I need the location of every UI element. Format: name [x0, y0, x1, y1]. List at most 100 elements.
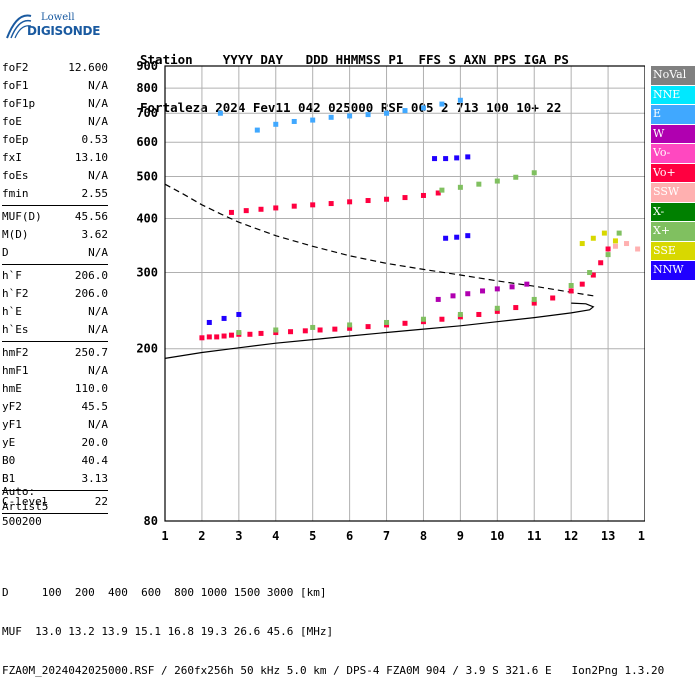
echo-point	[273, 327, 279, 333]
echo-point	[454, 155, 460, 161]
digisonde-logo: Lowell DIGISONDE	[3, 8, 100, 48]
param-label: yF2	[2, 400, 22, 413]
echo-point	[365, 324, 371, 330]
echo-point	[288, 329, 294, 335]
echo-point	[439, 187, 445, 193]
echo-point	[291, 118, 297, 124]
param-label: h`Es	[2, 323, 29, 336]
echo-point	[435, 296, 441, 302]
param-label: fxI	[2, 151, 22, 164]
param-row: hmF1 N/A	[2, 362, 108, 380]
echo-point	[328, 201, 334, 207]
echo-point	[310, 202, 316, 208]
echo-point	[291, 203, 297, 209]
autoscaling-info: Auto: Artist5 500200	[2, 484, 48, 529]
header-labels-line: Station YYYY DAY DDD HHMMSS P1 FFS S AXN…	[140, 52, 569, 67]
echo-point	[579, 241, 585, 247]
echo-point	[365, 112, 371, 118]
param-value: 110.0	[74, 382, 108, 395]
legend-item: E	[651, 105, 695, 125]
echo-point	[443, 156, 449, 162]
echo-point	[476, 311, 482, 317]
echo-point	[624, 241, 630, 247]
param-label: h`E	[2, 305, 22, 318]
echo-point	[302, 328, 308, 334]
param-label: M(D)	[2, 228, 29, 241]
echo-point	[494, 308, 500, 314]
param-value: 3.62	[81, 228, 109, 241]
echo-point	[568, 288, 574, 294]
echo-point	[347, 322, 353, 328]
param-label: foEs	[2, 169, 29, 182]
param-row: yF1 N/A	[2, 416, 108, 434]
param-row: fmin 2.55	[2, 185, 108, 203]
y-tick-label: 200	[136, 342, 158, 356]
echo-point	[310, 117, 316, 123]
echo-point	[494, 178, 500, 184]
param-value: 45.56	[74, 210, 108, 223]
param-value: N/A	[88, 364, 108, 377]
param-label: hmF2	[2, 346, 29, 359]
param-row: h`F2 206.0	[2, 285, 108, 303]
logo-arcs-icon	[6, 14, 32, 39]
legend-item: X-	[651, 202, 695, 222]
param-value: 45.5	[81, 400, 109, 413]
distance-line: D 100 200 400 600 800 1000 1500 3000 [km…	[2, 586, 327, 599]
x-tick-label: 4	[272, 529, 279, 543]
x-tick-label: 13	[601, 529, 615, 543]
param-row: M(D) 3.62	[2, 226, 108, 244]
x-tick-label: 12	[564, 529, 578, 543]
ionogram-parameters-panel: foF2 12.600 foF1 N/A foF1p N/A foE N/A foEp 0.53 f…	[2, 59, 108, 516]
legend-item: SSW	[651, 183, 695, 203]
param-label: foEp	[2, 133, 29, 146]
echo-point	[605, 252, 611, 258]
param-label: yF1	[2, 418, 22, 431]
param-label: B1	[2, 472, 16, 485]
echo-point	[590, 235, 596, 241]
y-tick-label: 700	[136, 106, 158, 120]
param-divider	[2, 205, 108, 206]
param-value: N/A	[88, 79, 108, 92]
echo-point	[384, 319, 390, 325]
echo-point	[273, 205, 279, 211]
param-value: 3.13	[81, 472, 109, 485]
param-value: N/A	[88, 97, 108, 110]
echo-point	[579, 281, 585, 287]
param-row: h`E N/A	[2, 303, 108, 321]
param-value: N/A	[88, 323, 108, 336]
fitted-profile-curve	[164, 183, 594, 297]
legend-item: NNE	[651, 85, 695, 105]
echo-point	[531, 296, 537, 302]
polarization-legend: NoVal NNE E W Vo- Vo+ SSW X- X+ SSE NNW	[651, 66, 695, 281]
param-value: 206.0	[74, 287, 108, 300]
legend-item: Vo-	[651, 144, 695, 164]
param-value: N/A	[88, 115, 108, 128]
echo-point	[328, 114, 334, 120]
echo-point	[206, 319, 212, 325]
param-label: B0	[2, 454, 16, 467]
param-value: 12.600	[68, 61, 108, 74]
param-label: fmin	[2, 187, 29, 200]
echo-point	[480, 288, 486, 294]
echo-point	[347, 199, 353, 205]
legend-item: SSE	[651, 241, 695, 261]
param-row: foF1p N/A	[2, 95, 108, 113]
auto-program: Artist5	[2, 500, 49, 513]
echo-point	[465, 291, 471, 297]
echo-point	[494, 286, 500, 292]
y-tick-label: 400	[136, 211, 158, 225]
param-label: foE	[2, 115, 22, 128]
param-row: foE N/A	[2, 113, 108, 131]
param-value: 22	[94, 495, 108, 508]
param-label: h`F2	[2, 287, 29, 300]
param-row: hmF2 250.7	[2, 344, 108, 362]
echo-point	[457, 311, 463, 317]
param-value: 20.0	[81, 436, 109, 449]
echo-point	[236, 311, 242, 317]
param-row: foEp 0.53	[2, 131, 108, 149]
echo-point	[605, 246, 611, 252]
param-row: B1 3.13	[2, 470, 108, 488]
echo-point	[384, 110, 390, 116]
echo-point	[590, 272, 596, 278]
echo-point	[476, 181, 482, 187]
